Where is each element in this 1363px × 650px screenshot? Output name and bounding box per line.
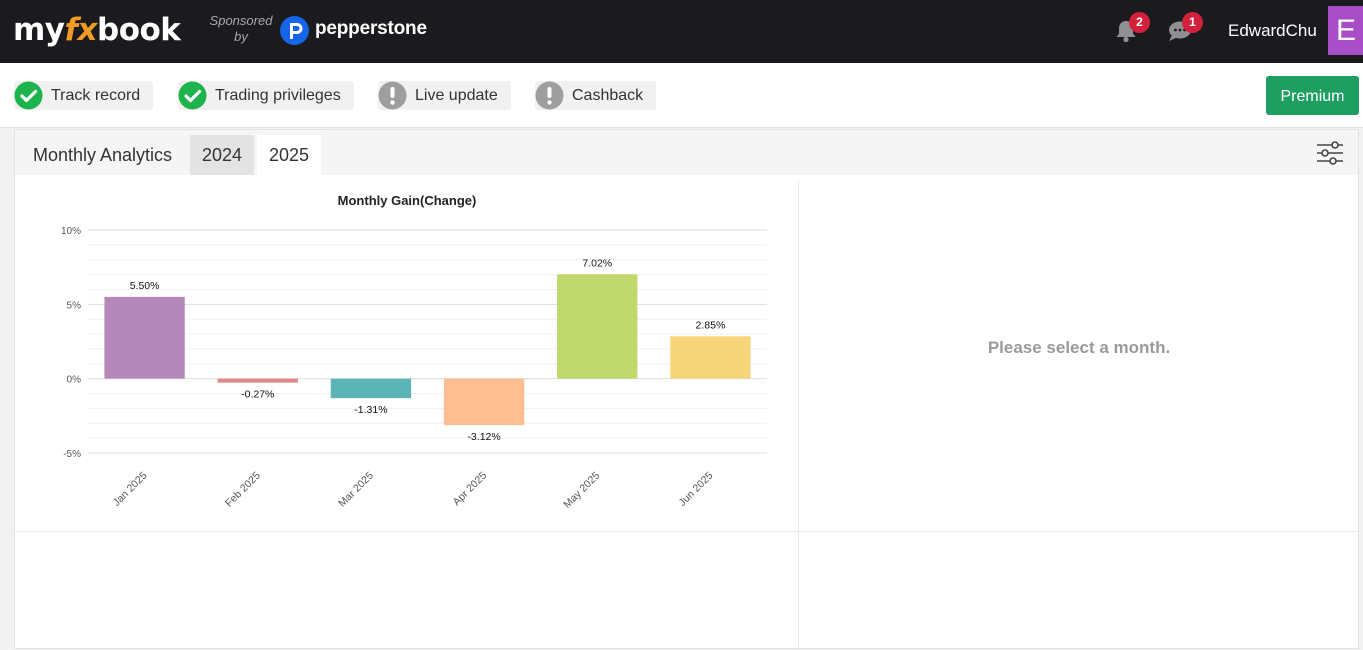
logo-text-my: my	[13, 12, 65, 48]
status-cashback[interactable]: Cashback	[535, 81, 656, 110]
select-month-placeholder: Please select a month.	[987, 338, 1171, 357]
filter-settings-icon[interactable]	[1315, 139, 1345, 167]
messages-badge: 1	[1182, 12, 1203, 33]
bar-value-label: 2.85%	[696, 319, 726, 331]
bar	[330, 378, 412, 399]
chart-title: Monthly Gain(Change)	[338, 193, 477, 208]
logo-text-book: book	[97, 12, 181, 48]
sponsor-text: Sponsored by	[208, 13, 274, 45]
panel-row-divider	[15, 531, 1358, 532]
status-track-record[interactable]: Track record	[14, 81, 153, 110]
x-tick-label: Jan 2025	[111, 470, 150, 509]
tab-2024[interactable]: 2024	[190, 135, 254, 175]
x-tick-label: May 2025	[561, 470, 602, 511]
bar-value-label: 7.02%	[582, 257, 612, 269]
bar-value-label: -3.12%	[467, 431, 500, 443]
status-label: Trading privileges	[215, 87, 341, 104]
logo-text-fx: fx	[64, 12, 98, 48]
status-label: Live update	[415, 87, 498, 104]
x-tick-label: Apr 2025	[451, 470, 490, 509]
bar	[217, 378, 298, 383]
tab-2025[interactable]: 2025	[257, 135, 321, 175]
bar-value-label: 5.50%	[130, 280, 160, 292]
bar	[557, 274, 638, 379]
bar	[104, 296, 185, 379]
bar-value-label: -0.27%	[241, 389, 274, 401]
monthly-analytics-panel: Monthly Analytics 2024 2025 Monthly Gain…	[14, 129, 1359, 650]
x-tick-label: Jun 2025	[676, 470, 715, 509]
bar	[670, 336, 751, 379]
myfxbook-logo[interactable]: myfxbook	[13, 10, 181, 50]
status-label: Track record	[51, 87, 141, 104]
check-circle-icon	[14, 81, 43, 110]
y-tick-label: -5%	[63, 449, 81, 460]
notifications-badge: 2	[1129, 12, 1150, 33]
status-live-update[interactable]: Live update	[378, 81, 511, 110]
pepperstone-logo-icon[interactable]	[280, 16, 309, 45]
monthly-gain-chart: Monthly Gain(Change) -5% 0% 5% 10% 5.50% Jan …	[61, 193, 767, 511]
x-tick-label: Feb 2025	[223, 470, 263, 510]
exclamation-circle-icon	[535, 81, 564, 110]
panel-column-divider	[798, 180, 799, 650]
y-tick-label: 5%	[67, 300, 82, 311]
x-tick-label: Mar 2025	[336, 470, 376, 510]
panel-header: Monthly Analytics 2024 2025	[15, 130, 1358, 175]
sponsor-line-1: Sponsored	[209, 13, 273, 28]
status-trading-privileges[interactable]: Trading privileges	[178, 81, 354, 110]
pepperstone-name[interactable]: pepperstone	[315, 18, 427, 39]
top-navbar: myfxbook Sponsored by pepperstone 2 1 Ed…	[0, 0, 1363, 63]
bar-value-label: -1.31%	[354, 404, 387, 416]
premium-button[interactable]: Premium	[1266, 76, 1359, 115]
status-label: Cashback	[572, 87, 644, 104]
username-link[interactable]: EdwardChu	[1228, 21, 1317, 40]
account-status-bar: Track record Trading privileges Live upd…	[0, 63, 1363, 128]
sponsor-line-2: by	[234, 29, 248, 44]
bar	[443, 378, 525, 426]
panel-title: Monthly Analytics	[33, 145, 173, 165]
exclamation-circle-icon	[378, 81, 407, 110]
check-circle-icon	[178, 81, 207, 110]
y-tick-label: 0%	[67, 375, 82, 386]
avatar[interactable]: E	[1328, 6, 1363, 55]
y-tick-label: 10%	[61, 226, 81, 237]
